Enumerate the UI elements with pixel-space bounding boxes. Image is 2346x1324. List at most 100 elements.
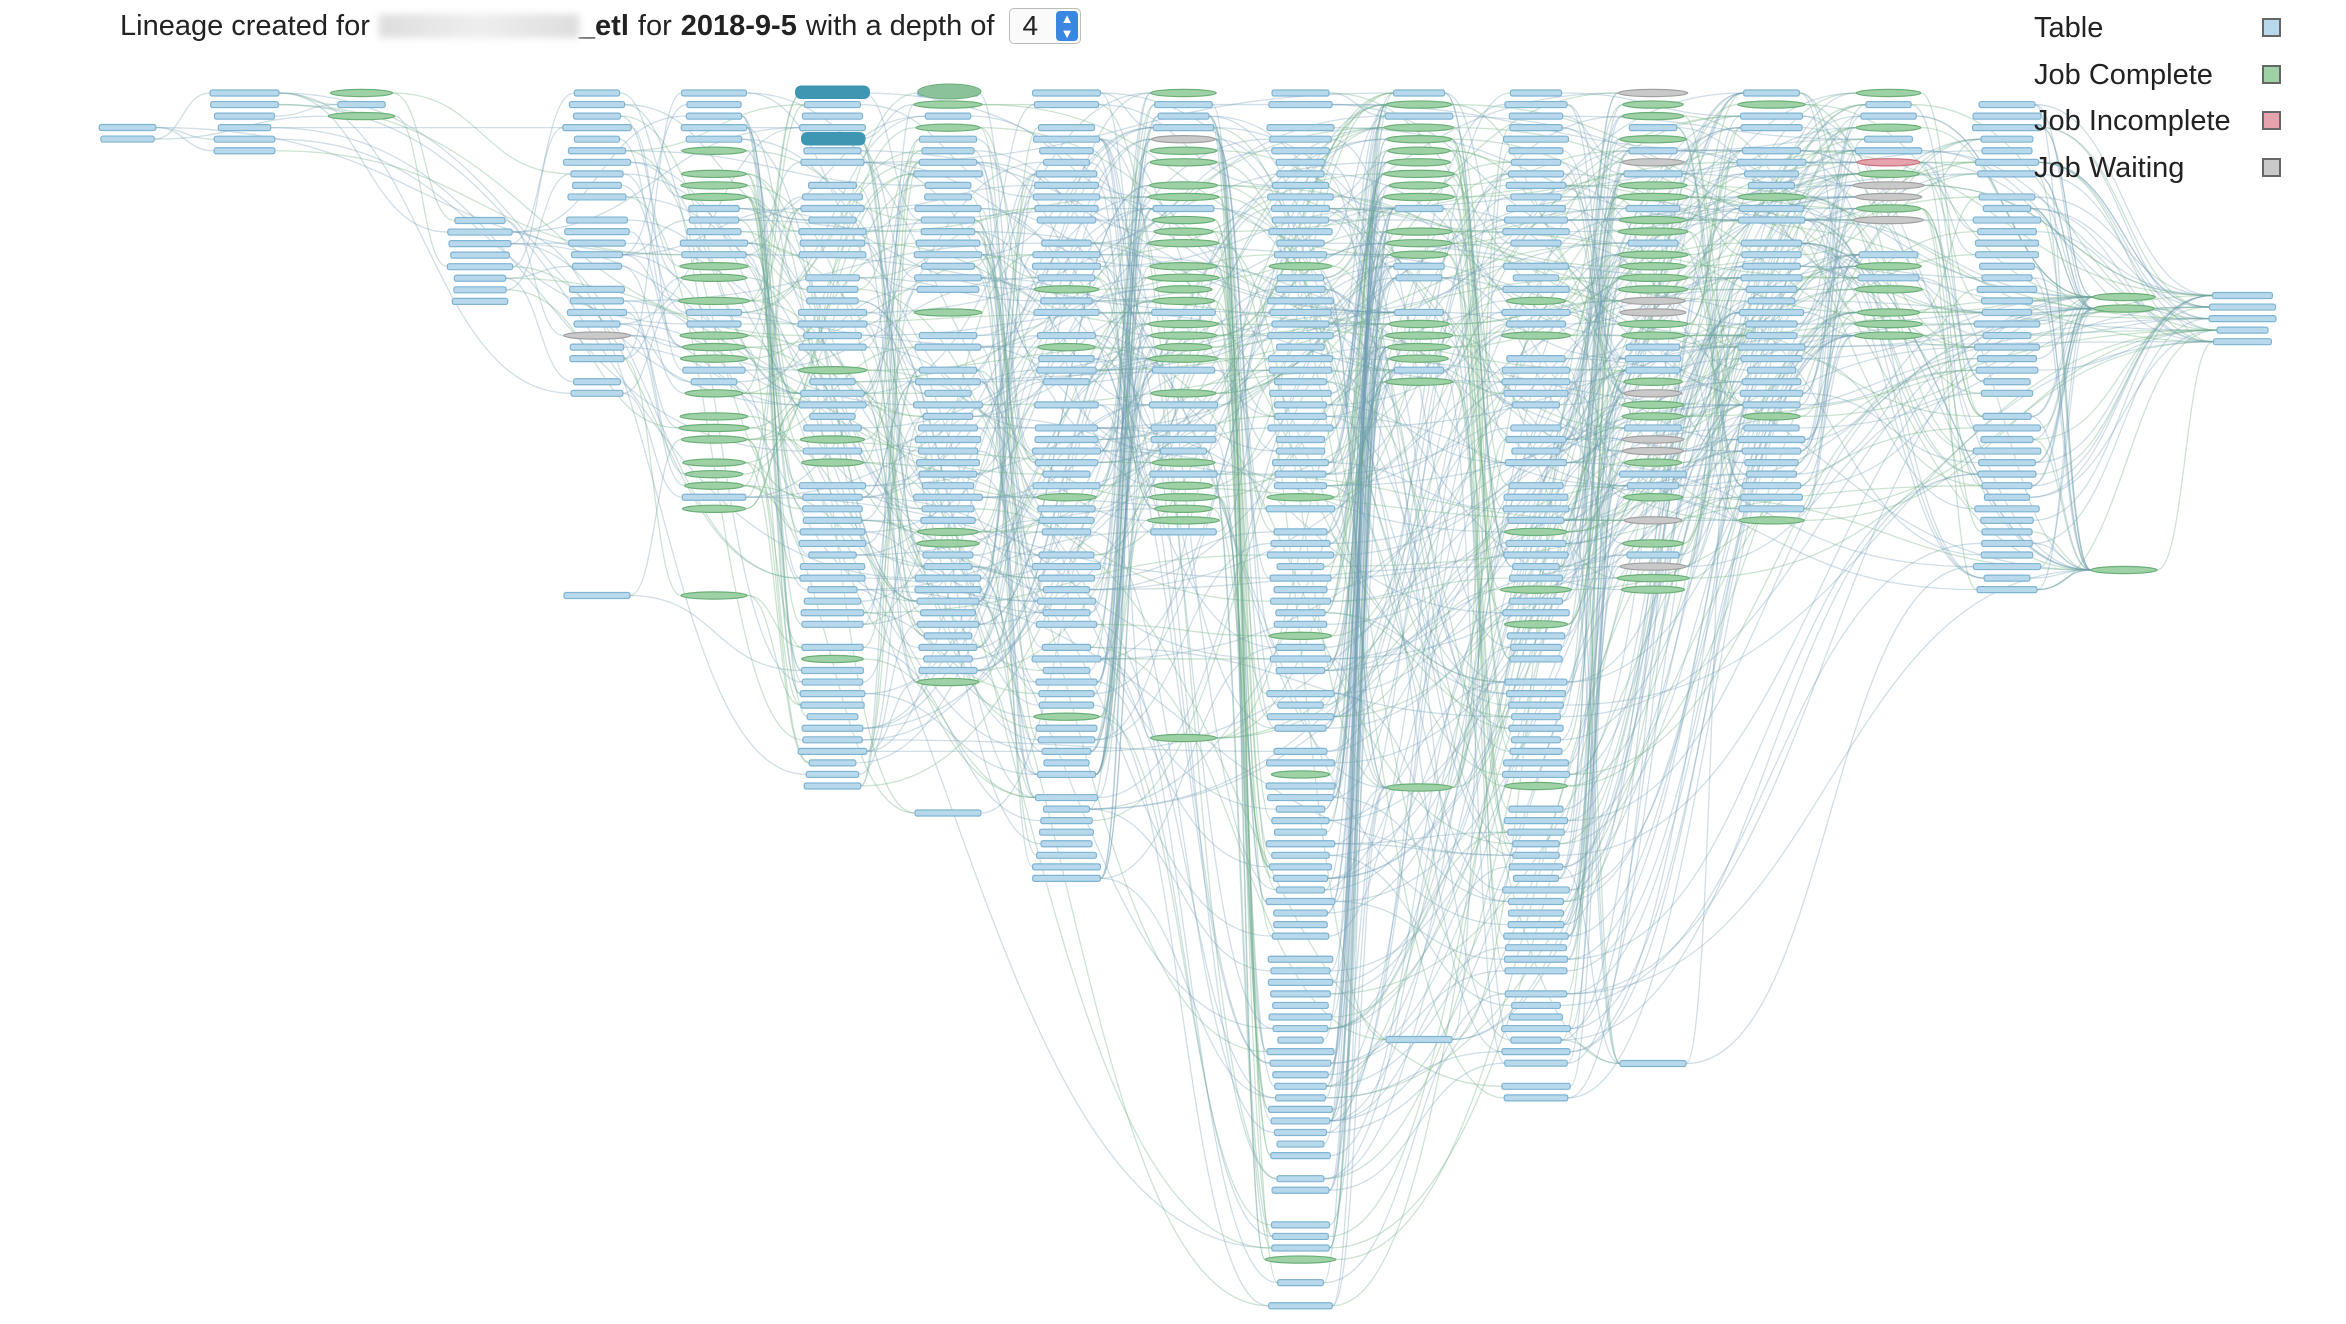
edge — [1099, 346, 1156, 880]
edge — [1325, 288, 1509, 729]
table-node — [1501, 1082, 1571, 1090]
edge — [1685, 427, 1745, 568]
edge — [1688, 196, 1983, 314]
edge — [972, 311, 1152, 418]
table-node — [1271, 181, 1330, 189]
edge — [623, 277, 682, 360]
legend-label: Job Complete — [2034, 58, 2213, 91]
edge — [2029, 329, 2218, 498]
edge — [1566, 288, 1619, 995]
job-node — [801, 458, 864, 467]
edge — [977, 427, 1033, 568]
edge — [863, 161, 920, 464]
table-node — [1863, 135, 1914, 143]
edge — [1094, 115, 1159, 776]
job-node — [1383, 192, 1455, 202]
edge — [2032, 317, 2210, 545]
edge — [1326, 381, 1621, 1065]
job-node — [1147, 319, 1220, 329]
edge — [2034, 196, 2094, 310]
edge — [978, 254, 1034, 602]
table-node — [1042, 470, 1091, 478]
table-node — [1511, 713, 1561, 721]
job-node — [1268, 631, 1333, 641]
edge — [1683, 277, 1742, 545]
edge — [862, 288, 918, 625]
table-node — [1624, 424, 1682, 432]
table-node — [1393, 262, 1445, 270]
edge — [1328, 207, 1395, 325]
table-node — [1743, 89, 1800, 97]
table-node — [802, 447, 863, 455]
edge — [1800, 184, 1853, 267]
edge — [1453, 127, 1507, 441]
table-node — [1503, 216, 1569, 224]
edge — [1567, 392, 1625, 625]
edge — [742, 103, 805, 394]
edge — [1330, 450, 1743, 972]
edge — [972, 531, 1043, 556]
edge — [1330, 254, 1976, 995]
edge — [1566, 427, 1625, 441]
edge — [865, 404, 918, 683]
job-node — [1148, 493, 1219, 502]
table-node — [1265, 897, 1336, 906]
job-node — [916, 677, 980, 687]
table-node — [1854, 147, 1923, 155]
edge — [1800, 254, 1860, 452]
edge — [857, 589, 920, 649]
table-node — [1270, 967, 1331, 975]
table-node — [1275, 886, 1326, 894]
table-node — [1152, 124, 1215, 132]
table-node — [1973, 320, 2041, 328]
table-node — [685, 112, 743, 120]
table-node — [1737, 435, 1806, 444]
edge — [740, 230, 800, 256]
edge — [1089, 277, 1148, 383]
edge — [1567, 103, 1866, 787]
edge — [1333, 334, 1855, 429]
table-node — [1512, 874, 1560, 883]
edge — [1322, 196, 1385, 1284]
table-node — [800, 609, 865, 617]
edge — [1100, 369, 1153, 660]
edge — [974, 265, 1038, 776]
edge — [1329, 554, 1627, 856]
table-node — [805, 274, 860, 282]
edge — [1800, 254, 1860, 452]
edge — [1569, 369, 1627, 1087]
table-node — [1031, 863, 1102, 871]
edge — [2036, 173, 2094, 310]
edge — [1329, 103, 1387, 776]
edge — [1686, 92, 1744, 221]
edge — [1324, 161, 1388, 614]
edge — [1683, 277, 1742, 441]
job-node — [682, 458, 746, 467]
table-node — [1392, 89, 1446, 97]
edge — [621, 184, 687, 314]
edge — [1568, 115, 1861, 510]
edge — [1328, 254, 1391, 1249]
edge — [1323, 277, 1387, 789]
edge — [857, 589, 1513, 856]
table-node — [1742, 262, 1801, 270]
table-node — [1032, 874, 1101, 883]
table-node — [1502, 228, 1570, 236]
edge — [1088, 138, 1153, 810]
edge — [1094, 150, 1151, 348]
edge — [1920, 92, 1984, 418]
job-node — [1033, 712, 1100, 721]
edge — [1559, 92, 1619, 568]
table-node — [1039, 147, 1094, 155]
edge — [1334, 786, 1387, 845]
depth-select[interactable]: 4 ▲ ▼ — [1009, 8, 1082, 44]
edge — [1805, 196, 1975, 348]
table-node — [1507, 920, 1565, 929]
edge — [1557, 277, 1619, 880]
table-node — [1273, 251, 1328, 259]
edge — [1324, 173, 1740, 510]
edge — [980, 207, 1034, 868]
edge — [629, 594, 802, 672]
job-node — [1151, 296, 1216, 306]
edge — [1326, 103, 1387, 383]
